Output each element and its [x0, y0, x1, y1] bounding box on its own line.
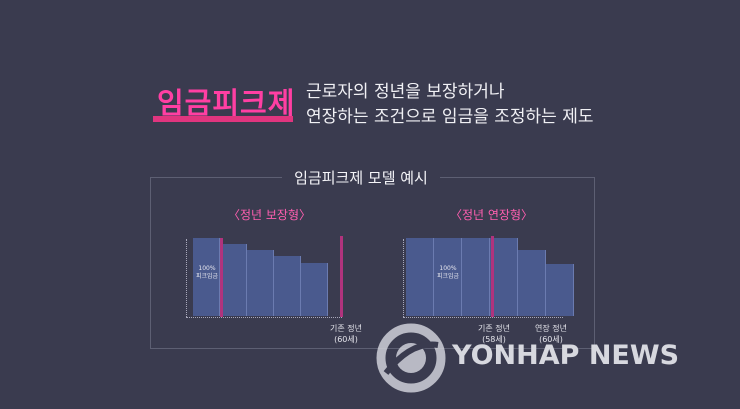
chart2-tick-extended: 연장 정년 (60세) — [527, 323, 575, 345]
chart2-retire-marker — [491, 236, 494, 317]
chart2-x-axis — [403, 317, 563, 318]
chart2-bar-4 — [490, 238, 518, 316]
chart2-peak-note-line1: 100% — [439, 265, 457, 272]
chart1-retire-marker — [340, 236, 343, 317]
chart1-peak-note-line2: 피크임금 — [195, 273, 219, 280]
chart2-peak-note: 100% 피크임금 — [434, 265, 462, 281]
chart1-tick-retire-line1: 기존 정년 — [330, 324, 362, 333]
chart1-bar-4 — [274, 256, 301, 316]
chart1-peak-marker — [220, 238, 223, 317]
chart2-peak-note-line2: 피크임금 — [436, 273, 460, 280]
chart2-tick-retire: 기존 정년 (58세) — [470, 323, 518, 345]
chart2-bar-6 — [546, 264, 574, 316]
heading-title-block: 임금피크제 — [153, 80, 299, 122]
chart2-tick-extended-line1: 연장 정년 — [535, 324, 567, 333]
chart1-tick-retire-line2: (60세) — [334, 335, 358, 344]
title-underline — [153, 116, 293, 122]
heading-title: 임금피크제 — [157, 86, 296, 120]
chart2-tick-extended-line2: (60세) — [539, 335, 563, 344]
chart1-x-axis — [186, 317, 342, 318]
chart1-peak-note: 100% 피크임금 — [193, 265, 221, 281]
chart1-peak-note-line1: 100% — [198, 265, 216, 272]
chart2-tick-retire-line1: 기존 정년 — [478, 324, 510, 333]
chart2-bar-3 — [462, 238, 490, 316]
chart1-title: 〈정년 보장형〉 — [228, 208, 312, 222]
yonhap-logo-icon — [376, 323, 446, 393]
chart2-tick-retire-line2: (58세) — [482, 335, 506, 344]
heading-description: 근로자의 정년을 보장하거나 연장하는 조건으로 임금을 조정하는 제도 — [306, 80, 594, 130]
chart2-title: 〈정년 연장형〉 — [450, 208, 534, 222]
description-line-2: 연장하는 조건으로 임금을 조정하는 제도 — [306, 107, 594, 127]
chart2-bar-2 — [434, 238, 462, 316]
chart2-y-axis — [403, 239, 404, 317]
panel-label: 임금피크제 모델 예시 — [282, 167, 440, 189]
chart1-bar-1 — [193, 238, 220, 316]
chart1-bar-3 — [247, 250, 274, 316]
description-line-1: 근로자의 정년을 보장하거나 — [306, 82, 505, 102]
watermark-text: YONHAP NEWS — [452, 340, 680, 371]
chart1-tick-retire: 기존 정년 (60세) — [322, 323, 370, 345]
chart2-bar-1 — [406, 238, 434, 316]
chart1-bar-5 — [301, 263, 328, 316]
chart2-bar-5 — [518, 250, 546, 316]
chart1-bar-2 — [220, 244, 247, 316]
chart1-y-axis — [186, 239, 187, 317]
